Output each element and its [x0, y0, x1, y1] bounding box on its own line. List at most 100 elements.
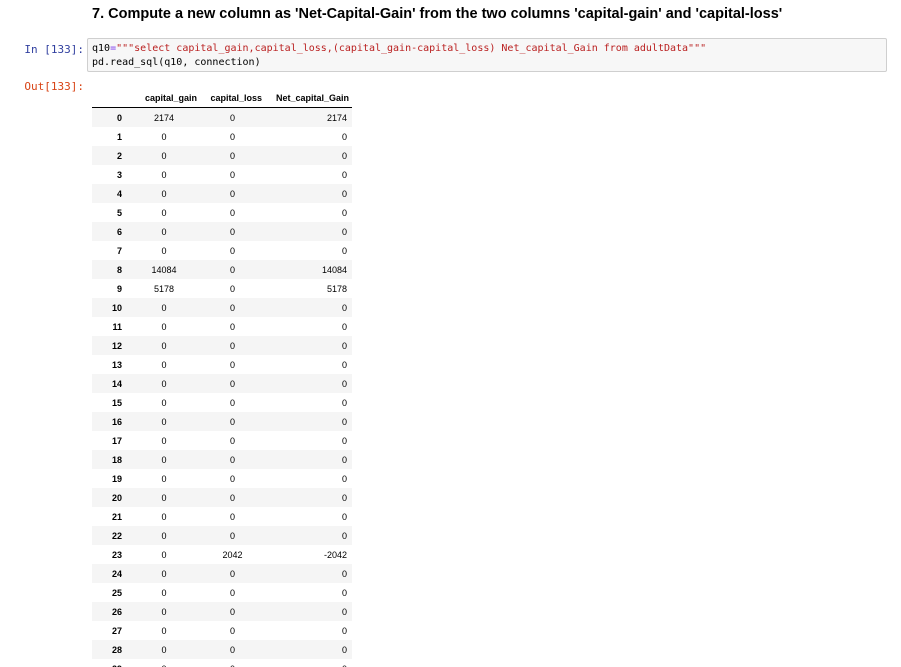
- cell-capital-gain: 0: [161, 397, 167, 408]
- row-index: 1: [116, 131, 122, 142]
- table-row: 19 0 0 0: [92, 469, 352, 488]
- row-index: 11: [112, 321, 122, 332]
- cell-capital-loss: 0: [229, 492, 235, 503]
- markdown-heading: 7. Compute a new column as 'Net-Capital-…: [92, 6, 783, 22]
- cell-net-capital-gain: 0: [341, 397, 347, 408]
- cell-net-capital-gain: 0: [341, 340, 347, 351]
- cell-capital-loss: 0: [229, 587, 235, 598]
- cell-capital-gain: 5178: [153, 283, 175, 294]
- row-index: 25: [111, 587, 122, 598]
- cell-capital-gain: 0: [128, 659, 200, 667]
- cell-net-capital-gain: 0: [341, 131, 347, 142]
- cell-capital-gain: 0: [161, 302, 167, 313]
- row-index: 27: [111, 625, 122, 636]
- cell-net-capital-gain: 0: [341, 587, 347, 598]
- cell-capital-loss: 0: [229, 625, 235, 636]
- table-row: 10 0 0 0: [92, 298, 352, 317]
- code-token-paren: ): [254, 57, 261, 68]
- cell-capital-loss: 0: [229, 188, 235, 199]
- row-index: 0: [116, 112, 122, 123]
- row-index: 3: [116, 169, 122, 180]
- row-index: 22: [111, 530, 122, 541]
- table-row: 3 0 0 0: [92, 165, 352, 184]
- cell-net-capital-gain: 0: [341, 169, 347, 180]
- code-token-sep: ,: [182, 57, 195, 68]
- cell-capital-gain: 0: [161, 473, 167, 484]
- cell-capital-loss: 0: [229, 644, 235, 655]
- cell-capital-gain: 2174: [153, 112, 175, 123]
- table-row: 7 0 0 0: [92, 241, 352, 260]
- cell-capital-loss: 0: [229, 245, 235, 256]
- column-header-capital-gain: capital_gain: [128, 89, 200, 108]
- table-body: 0 2174 0 2174 1 0 0 0 2 0 0 0 3 0 0 0 4 0 0 0 5 0 0 0 6 0 0 0 7 0 0 0 8 1…: [92, 107, 352, 667]
- table-row: 28 0 0 0: [92, 640, 352, 659]
- row-index: 26: [111, 606, 122, 617]
- dataframe-table: capital_gain capital_loss Net_capital_Ga…: [92, 89, 352, 667]
- row-index: 23: [111, 549, 122, 560]
- table-row: 4 0 0 0: [92, 184, 352, 203]
- cell-net-capital-gain: 0: [341, 150, 347, 161]
- cell-capital-loss: 0: [229, 454, 235, 465]
- code-cell-editor[interactable]: q10="""select capital_gain,capital_loss,…: [87, 38, 887, 72]
- row-index: 5: [116, 207, 122, 218]
- table-row: 13 0 0 0: [92, 355, 352, 374]
- row-index: 8: [116, 264, 122, 275]
- cell-net-capital-gain: 14084: [321, 264, 347, 275]
- row-index: 28: [111, 644, 122, 655]
- cell-capital-gain: 0: [161, 625, 167, 636]
- cell-capital-gain: 0: [161, 454, 167, 465]
- row-index: 9: [116, 283, 122, 294]
- cell-capital-loss: 0: [229, 207, 235, 218]
- table-row: 18 0 0 0: [92, 450, 352, 469]
- row-index: 20: [111, 492, 122, 503]
- table-row: 16 0 0 0: [92, 412, 352, 431]
- cell-capital-loss: 0: [229, 131, 235, 142]
- cell-net-capital-gain: 0: [341, 606, 347, 617]
- cell-capital-gain: 0: [161, 378, 167, 389]
- cell-capital-loss: 0: [229, 302, 235, 313]
- row-index: 7: [116, 245, 122, 256]
- cell-capital-loss: 0: [229, 606, 235, 617]
- cell-capital-loss: 0: [200, 659, 265, 667]
- cell-net-capital-gain: 0: [341, 378, 347, 389]
- cell-capital-loss: 0: [229, 359, 235, 370]
- cell-capital-loss: 0: [229, 435, 235, 446]
- dataframe-output: capital_gain capital_loss Net_capital_Ga…: [92, 89, 352, 667]
- row-index: 29: [92, 659, 128, 667]
- cell-capital-loss: 0: [229, 340, 235, 351]
- cell-net-capital-gain: 0: [341, 188, 347, 199]
- cell-capital-loss: 0: [229, 283, 235, 294]
- cell-net-capital-gain: -2042: [323, 549, 347, 560]
- cell-net-capital-gain: 0: [341, 511, 347, 522]
- table-row: 24 0 0 0: [92, 564, 352, 583]
- table-row: 17 0 0 0: [92, 431, 352, 450]
- cell-net-capital-gain: 0: [341, 302, 347, 313]
- cell-net-capital-gain: 0: [341, 568, 347, 579]
- cell-net-capital-gain: 5178: [326, 283, 347, 294]
- cell-capital-gain: 0: [161, 188, 167, 199]
- cell-capital-gain: 0: [161, 150, 167, 161]
- cell-net-capital-gain: 0: [341, 416, 347, 427]
- cell-capital-gain: 0: [161, 549, 167, 560]
- cell-capital-gain: 0: [161, 359, 167, 370]
- code-token-arg: q10: [164, 57, 183, 68]
- cell-capital-gain: 0: [161, 226, 167, 237]
- table-row: 14 0 0 0: [92, 374, 352, 393]
- table-row: 11 0 0 0: [92, 317, 352, 336]
- table-row: 5 0 0 0: [92, 203, 352, 222]
- row-index: 15: [111, 397, 122, 408]
- cell-capital-loss: 0: [229, 112, 235, 123]
- row-index: 19: [111, 473, 122, 484]
- cell-capital-gain: 0: [161, 511, 167, 522]
- input-prompt: In [133]:: [24, 43, 84, 56]
- cell-capital-gain: 0: [161, 568, 167, 579]
- cell-capital-loss: 0: [229, 264, 235, 275]
- code-token-operator: =: [110, 43, 117, 54]
- cell-net-capital-gain: 0: [341, 321, 347, 332]
- cell-capital-gain: 0: [161, 587, 167, 598]
- row-index: 16: [111, 416, 122, 427]
- table-row: 6 0 0 0: [92, 222, 352, 241]
- cell-capital-loss: 0: [229, 226, 235, 237]
